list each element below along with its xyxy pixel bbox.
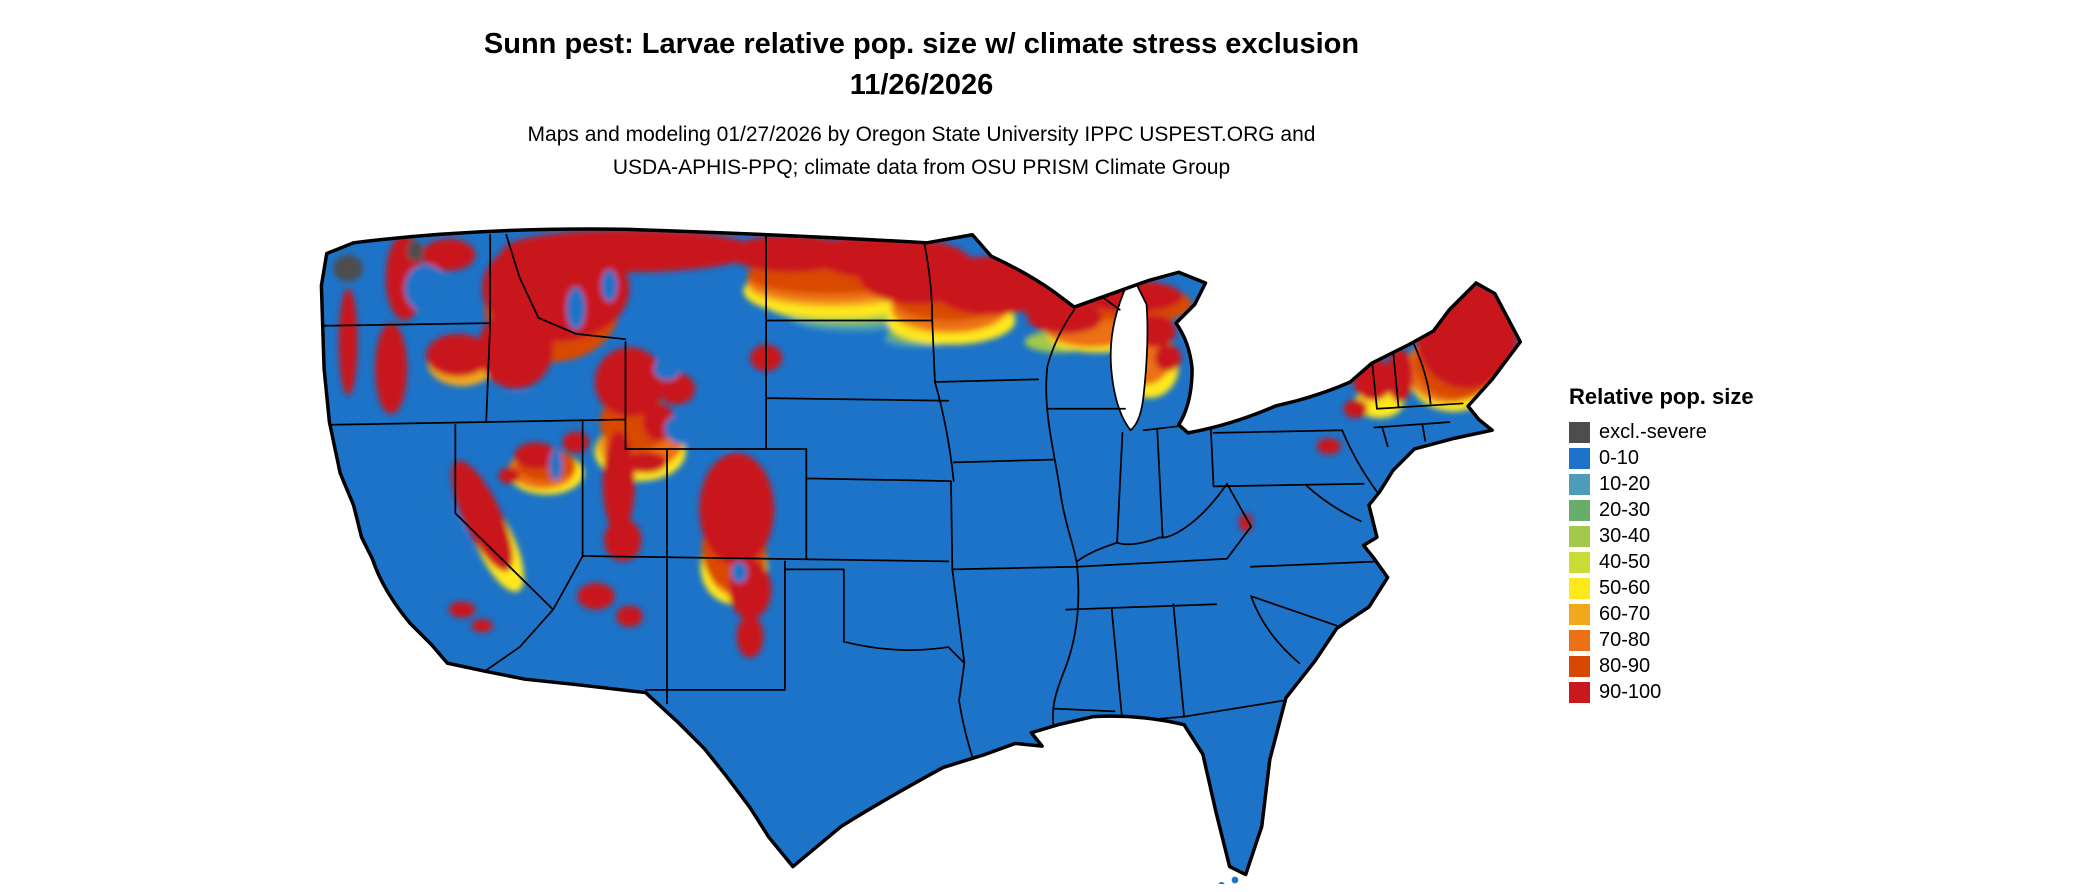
legend-label: 10-20 <box>1599 473 1651 495</box>
legend-label: 90-100 <box>1599 681 1662 703</box>
legend-entry: 90-100 <box>1569 682 1754 703</box>
raster-excl-severe <box>333 240 424 282</box>
legend-swatch <box>1569 682 1590 703</box>
legend-entry: 60-70 <box>1569 604 1754 625</box>
legend-swatch <box>1569 630 1590 651</box>
legend-swatch <box>1569 578 1590 599</box>
legend-entry: 0-10 <box>1569 448 1754 469</box>
legend-entry: 50-60 <box>1569 578 1754 599</box>
state-borders <box>323 233 1464 758</box>
map-subtitle-line1: Maps and modeling 01/27/2026 by Oregon S… <box>527 123 1316 146</box>
legend-entry: excl.-severe <box>1569 422 1754 443</box>
raster-valleys-0-10 <box>404 264 748 583</box>
legend-swatch <box>1569 474 1590 495</box>
legend-label: 70-80 <box>1599 629 1651 651</box>
legend-title: Relative pop. size <box>1569 384 1754 409</box>
legend-swatch <box>1569 500 1590 521</box>
legend-label: 20-30 <box>1599 499 1651 521</box>
legend-label: 60-70 <box>1599 603 1651 625</box>
legend-entry: 30-40 <box>1569 526 1754 547</box>
lake-michigan <box>1109 282 1149 432</box>
legend-entry: 10-20 <box>1569 474 1754 495</box>
raster-blobs <box>333 229 1518 658</box>
legend-entry: 20-30 <box>1569 500 1754 521</box>
map-subtitle-line2: USDA-APHIS-PPQ; climate data from OSU PR… <box>612 156 1231 179</box>
legend-swatch <box>1569 448 1590 469</box>
map-header: Sunn pest: Larvae relative pop. size w/ … <box>0 24 1843 184</box>
legend-label: 50-60 <box>1599 577 1651 599</box>
legend-label: 0-10 <box>1599 447 1640 469</box>
legend-label: 40-50 <box>1599 551 1651 573</box>
legend-entry: 70-80 <box>1569 630 1754 651</box>
florida-keys-dots <box>1218 876 1239 884</box>
map-title-line2: 11/26/2026 <box>849 69 994 101</box>
legend-label: excl.-severe <box>1599 421 1707 443</box>
legend-swatch <box>1569 604 1590 625</box>
legend-swatch <box>1569 656 1590 677</box>
legend-label: 30-40 <box>1599 525 1651 547</box>
map-legend: Relative pop. size excl.-severe 0-10 10-20… <box>1569 384 1754 708</box>
legend-label: 80-90 <box>1599 655 1651 677</box>
legend-swatch <box>1569 422 1590 443</box>
legend-swatch <box>1569 552 1590 573</box>
map-title-line1: Sunn pest: Larvae relative pop. size w/ … <box>483 28 1360 60</box>
map-subtitle: Maps and modeling 01/27/2026 by Oregon S… <box>0 118 1843 184</box>
legend-entry: 80-90 <box>1569 656 1754 677</box>
us-map-svg <box>319 227 1523 884</box>
us-map-figure <box>308 208 1527 884</box>
legend-swatch <box>1569 526 1590 547</box>
legend-entry: 40-50 <box>1569 552 1754 573</box>
legend-entries: excl.-severe 0-10 10-20 20-30 30-40 40-50 50-6… <box>1569 422 1754 703</box>
